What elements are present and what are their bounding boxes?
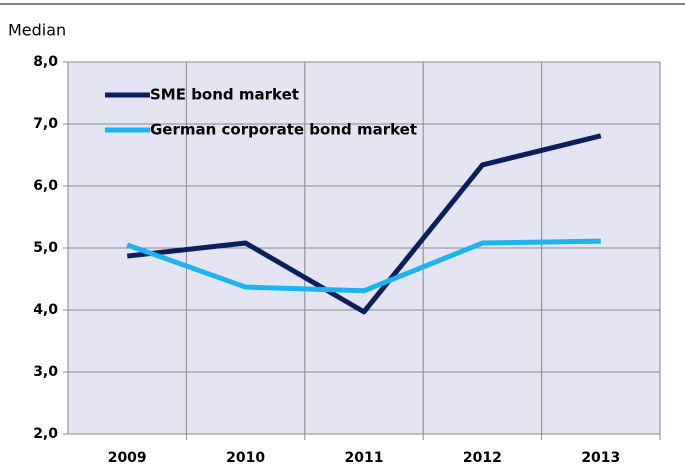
x-tick-label: 2013: [581, 450, 620, 466]
y-tick-label: 2,0: [33, 426, 58, 442]
x-tick-label: 2009: [108, 450, 147, 466]
chart-title: Median: [8, 21, 66, 40]
y-tick-label: 7,0: [33, 116, 58, 132]
y-tick-label: 8,0: [33, 54, 58, 70]
series-line: [126, 133, 602, 315]
series-line: [126, 238, 601, 294]
x-tick-label: 2012: [463, 450, 502, 466]
y-tick-label: 3,0: [33, 364, 58, 380]
y-tick-label: 4,0: [33, 302, 58, 318]
legend-label: German corporate bond market: [150, 121, 417, 139]
x-tick-label: 2011: [345, 450, 384, 466]
y-tick-label: 5,0: [33, 240, 58, 256]
y-tick-label: 6,0: [33, 178, 58, 194]
x-tick-label: 2010: [226, 450, 265, 466]
legend-label: SME bond market: [150, 86, 299, 104]
